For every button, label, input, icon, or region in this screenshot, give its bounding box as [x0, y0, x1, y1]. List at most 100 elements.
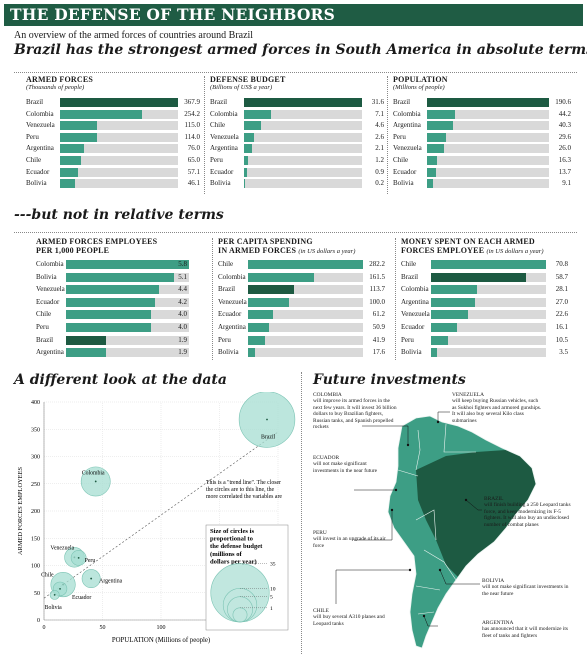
bar-value-label: 4.2	[178, 297, 187, 306]
bar-category-label: Bolivia	[26, 179, 47, 188]
bar-value-label: 0.2	[375, 179, 384, 188]
bar-value-label: 282.2	[369, 260, 385, 268]
bar-value-label: 7.1	[375, 109, 384, 118]
bar-row: Bolivia 9.1	[393, 178, 573, 189]
bar	[244, 179, 245, 189]
bar-row: Colombia 5.8	[36, 259, 204, 270]
bar-track	[427, 132, 549, 142]
bar-track	[427, 109, 549, 119]
bar-value-label: 4.4	[178, 285, 187, 294]
bar-category-label: Chile	[218, 260, 234, 268]
bar-category-label: Brazil	[401, 272, 419, 281]
annotation-bolivia: BOLIVIA will not make significant investm…	[482, 578, 574, 597]
bar-value-label: 367.9	[184, 98, 200, 106]
bar	[66, 323, 151, 332]
bar-category-label: Brazil	[26, 98, 44, 106]
bar-row: Brazil 1.9	[36, 335, 204, 346]
bar-value-label: 190.6	[555, 98, 571, 106]
annotation-text: will not make significant investments in…	[482, 584, 569, 597]
trend-line-note-line: This is a "trend line". The closer	[206, 480, 281, 486]
panel-title: POPULATION	[393, 75, 448, 84]
annotation-country: VENEZUELA	[452, 392, 485, 398]
bar-category-label: Venezuela	[401, 310, 430, 319]
bar-row: Peru 10.5	[401, 335, 577, 346]
panel-title: ARMED FORCES EMPLOYEES	[36, 237, 158, 246]
bar-track	[60, 109, 178, 119]
bar-value-label: 58.7	[555, 272, 568, 281]
annotation-country: BOLIVIA	[482, 578, 505, 584]
bar-track	[60, 98, 178, 107]
bar-track	[244, 156, 362, 165]
bar-row: Venezuela 2.6	[210, 132, 384, 143]
bar-value-label: 13.7	[558, 167, 571, 176]
bubble-label: Bolivia	[45, 605, 62, 611]
bar-track	[66, 285, 189, 295]
bar-row: Chile 16.3	[393, 155, 573, 166]
bar-value-label: 29.6	[558, 132, 571, 141]
x-tick-label: 100	[157, 625, 166, 631]
bar-category-label: Colombia	[218, 272, 246, 281]
bar	[66, 310, 151, 320]
bubble-center	[266, 418, 268, 421]
bar	[431, 310, 468, 320]
bar-category-label: Colombia	[401, 285, 429, 294]
bar-category-label: Bolivia	[36, 272, 57, 281]
bar-value-label: 16.3	[558, 156, 571, 164]
bar	[248, 272, 314, 282]
bar-value-label: 4.0	[178, 323, 187, 331]
annotation-argentina: ARGENTINA has announced that it will mode…	[482, 620, 576, 639]
bar	[431, 335, 449, 345]
bar-category-label: Chile	[393, 156, 409, 164]
trend-line-note: This is a "trend line". The closer the ci…	[206, 480, 282, 500]
annotation-text: will invest in an upgrade of its air for…	[313, 536, 386, 549]
bar-row: Bolivia 5.1	[36, 272, 204, 283]
bar-track	[431, 310, 546, 320]
bar-row: Ecuador 61.2	[218, 309, 390, 320]
panel-defense-budget: DEFENSE BUDGET (Billions of US$ a year) …	[210, 75, 384, 195]
bar-value-label: 57.1	[187, 167, 200, 176]
scatter-chart: 050100150200250300350400050100150200Braz…	[17, 392, 296, 644]
bubble-label: Chile	[41, 573, 54, 579]
bar-value-label: 76.0	[187, 144, 200, 153]
bar-track	[60, 167, 178, 177]
bar-category-label: Bolivia	[210, 179, 231, 188]
bar	[427, 144, 444, 154]
continent-outline	[387, 415, 537, 649]
bar-row: Brazil 31.6	[210, 97, 384, 108]
divider	[301, 372, 302, 654]
divider	[14, 232, 577, 233]
panel-title-line2-text: FORCES EMPLOYEE	[401, 246, 485, 255]
y-tick-label: 400	[31, 400, 40, 406]
bar	[244, 167, 248, 177]
panel-per-capita-spending: PER CAPITA SPENDING IN ARMED FORCES (in …	[218, 237, 390, 361]
annotation-country: ARGENTINA	[482, 620, 514, 626]
bar-track	[248, 297, 363, 307]
bar-category-label: Ecuador	[26, 167, 50, 176]
leader-lines	[335, 411, 482, 627]
bar-row: Peru 41.9	[218, 335, 390, 346]
bar-row: Colombia 161.5	[218, 272, 390, 283]
bar-list: Chile 282.2 Colombia 161.5 Brazil 113.7 Venezu…	[218, 259, 390, 359]
bar-category-label: Ecuador	[401, 323, 425, 331]
bar-row: Chile 70.8	[401, 259, 577, 270]
bar-value-label: 46.1	[187, 179, 200, 188]
annotation-ecuador: ECUADOR will not make significant investm…	[313, 455, 391, 474]
bar-category-label: Colombia	[36, 260, 64, 268]
bar-row: Brazil 190.6	[393, 97, 573, 108]
bar-row: Bolivia 3.5	[401, 347, 577, 358]
bar-category-label: Chile	[401, 260, 417, 268]
bar	[66, 297, 156, 307]
bar-category-label: Ecuador	[218, 310, 242, 319]
annotation-country: CHILE	[313, 608, 329, 614]
bar	[248, 310, 273, 320]
bar-track	[66, 310, 189, 320]
y-tick-label: 100	[31, 564, 40, 570]
bar	[60, 121, 97, 131]
bar-track	[244, 98, 362, 107]
bar-value-label: 115.0	[184, 121, 201, 130]
size-legend-title: Size of circles is proportional to the def…	[210, 528, 263, 565]
bar	[66, 260, 189, 269]
panel-subtitle: (Thousands of people)	[26, 84, 85, 91]
bar-row: Chile 65.0	[26, 155, 200, 166]
bar-value-label: 31.6	[371, 98, 384, 106]
